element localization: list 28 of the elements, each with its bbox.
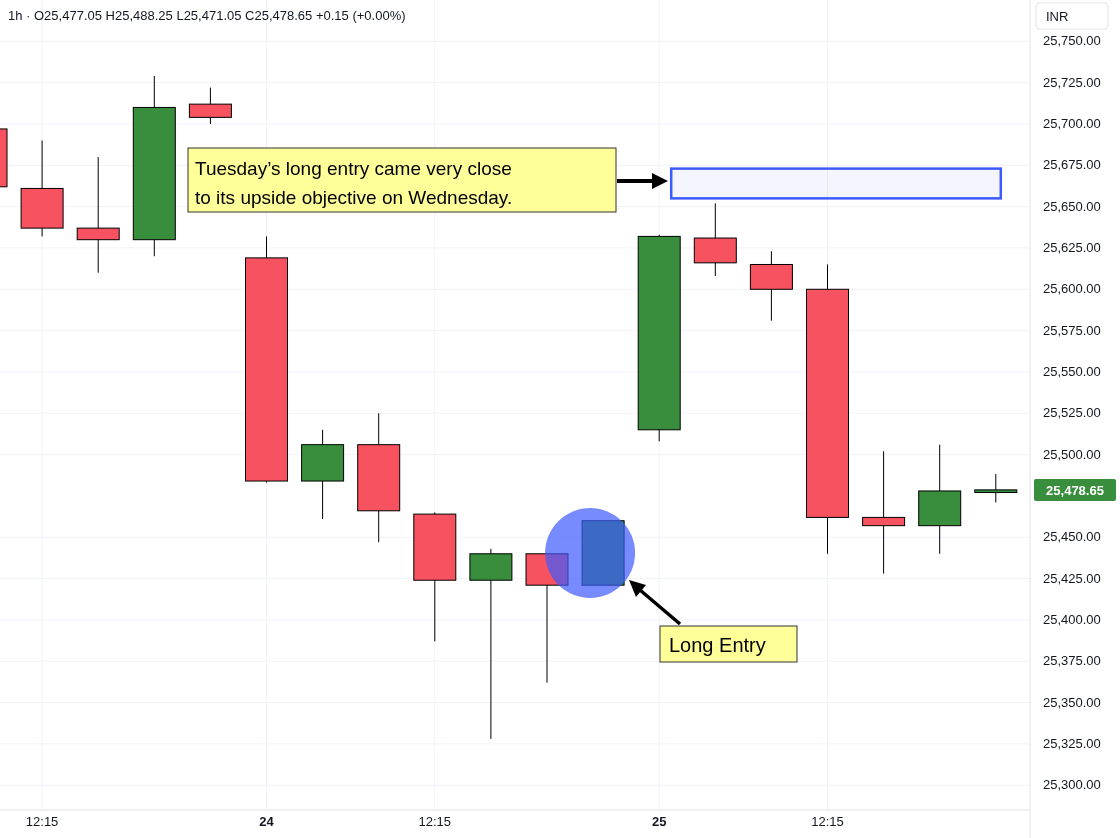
annotation: Tuesday’s long entry came very close to its upside objective on Wednesday. (195, 158, 513, 208)
y-axis-title: INR (1046, 9, 1069, 24)
y-tick-label: 25,625.00 (1043, 239, 1101, 255)
y-tick-label: 25,525.00 (1043, 405, 1101, 421)
y-tick-label: 25,600.00 (1043, 281, 1101, 297)
x-tick-label: 24 (259, 814, 275, 829)
x-tick-label: 12:15 (418, 814, 452, 829)
y-tick-label: 25,375.00 (1043, 653, 1101, 669)
annotation: Long Entry (669, 634, 766, 656)
y-tick-label: 25,675.00 (1043, 157, 1101, 173)
y-tick-label: 25,550.00 (1043, 363, 1101, 379)
x-tick-label: 12:15 (25, 814, 59, 829)
y-tick-label: 25,725.00 (1043, 74, 1101, 90)
x-tick-label: 25 (651, 814, 667, 829)
y-tick-label: 25,500.00 (1043, 446, 1101, 462)
y-tick-label: 25,425.00 (1043, 570, 1101, 586)
y-tick-label: 25,300.00 (1043, 777, 1101, 793)
y-tick-label: 25,575.00 (1043, 322, 1101, 338)
text: 25,478.65 (1046, 482, 1104, 498)
y-tick-label: 25,650.00 (1043, 198, 1101, 214)
y-tick-label: 25,325.00 (1043, 735, 1101, 751)
y-tick-label: 25,700.00 (1043, 115, 1101, 131)
y-tick-label: 25,350.00 (1043, 694, 1101, 710)
x-tick-label: 12:15 (811, 814, 844, 829)
text: 1h · O25,477.05 H25,488.25 L25,471.05 C25,478.65 +0.15 (+0.00%) (8, 8, 406, 23)
y-tick-label: 25,400.00 (1043, 611, 1101, 627)
y-tick-label: 25,450.00 (1043, 529, 1101, 545)
y-tick-label: 25,750.00 (1043, 33, 1101, 49)
